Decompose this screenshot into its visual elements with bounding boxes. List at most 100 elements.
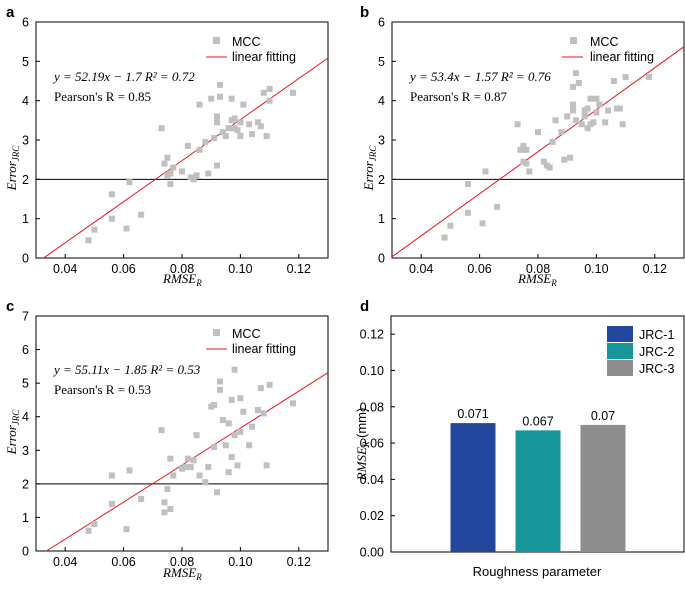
panel-c-ytick-label: 0 bbox=[22, 545, 29, 559]
panel-a-equation: y = 52.19x − 1.7 R² = 0.72 bbox=[52, 69, 195, 84]
panel-c-data-point bbox=[85, 527, 92, 534]
panel-a-data-point bbox=[240, 101, 247, 108]
panel-c-xtick-label: 0.04 bbox=[53, 555, 77, 569]
panel-b-xtick-label: 0.04 bbox=[409, 262, 433, 276]
panel-b-data-point bbox=[587, 95, 594, 102]
panel-c-data-point bbox=[266, 381, 273, 388]
panel-b-data-point bbox=[447, 222, 454, 229]
panel-a-data-point bbox=[91, 226, 98, 233]
panel-b-data-point bbox=[593, 109, 600, 116]
panel-a-fit-line bbox=[43, 57, 329, 259]
panel-a-data-point bbox=[214, 162, 221, 169]
panel-b-data-point bbox=[526, 168, 533, 175]
panel-a-data-point bbox=[205, 170, 212, 177]
panel-b-ylabel-sub: JRC bbox=[368, 145, 378, 161]
panel-b-data-point bbox=[517, 146, 524, 153]
panel-a-data-point bbox=[161, 160, 168, 167]
panel-b-data-point bbox=[584, 125, 591, 132]
panel-a-data-point bbox=[184, 142, 191, 149]
panel-a-data-point bbox=[231, 115, 238, 122]
panel-b-data-point bbox=[616, 105, 623, 112]
panel-c-ylabel-sub: JRC bbox=[11, 409, 21, 425]
panel-c-data-point bbox=[219, 417, 226, 424]
panel-c-data-point bbox=[211, 443, 218, 450]
panel-a-data-point bbox=[202, 138, 209, 145]
panel-c-data-point bbox=[237, 395, 244, 402]
panel-c-xlabel-main: RMSE bbox=[162, 565, 196, 580]
panel-c-legend-marker bbox=[213, 329, 220, 336]
panel-b-ytick-label: 0 bbox=[378, 252, 385, 266]
panel-d-bar-value-label: 0.071 bbox=[457, 407, 488, 421]
panel-b-data-point bbox=[464, 209, 471, 216]
panel-a-ylabel-main: Error bbox=[4, 160, 19, 191]
panel-c-data-point bbox=[237, 428, 244, 435]
panel-a-xtick-label: 0.04 bbox=[53, 262, 77, 276]
panel-c-data-point bbox=[167, 455, 174, 462]
panel-a-pearson: Pearson's R = 0.85 bbox=[54, 89, 151, 104]
panel-c-data-point bbox=[138, 495, 145, 502]
panel-b-data-point bbox=[561, 156, 568, 163]
panel-c-data-point bbox=[161, 509, 168, 516]
panel-b-data-point bbox=[540, 158, 547, 165]
panel-c-data-point bbox=[196, 472, 203, 479]
panel-b-data-point bbox=[549, 138, 556, 145]
panel-c-data-point bbox=[181, 464, 188, 471]
panel-d-ytick-label: 0.08 bbox=[360, 400, 384, 414]
panel-b-pearson: Pearson's R = 0.87 bbox=[410, 89, 508, 104]
panel-b-data-point bbox=[572, 117, 579, 124]
panel-c-legend-fit: linear fitting bbox=[232, 342, 296, 356]
panel-b-data-point bbox=[535, 129, 541, 136]
panel-a-data-point bbox=[123, 225, 130, 232]
panel-c-data-point bbox=[167, 506, 174, 513]
panel-b-data-point bbox=[602, 119, 609, 126]
panel-b-data-point bbox=[622, 74, 629, 81]
panel-a-ytick-label: 4 bbox=[22, 94, 29, 108]
panel-a-xlabel: RMSER bbox=[162, 271, 202, 288]
panel-a-data-point bbox=[216, 81, 223, 88]
panel-b-ytick-label: 1 bbox=[378, 212, 385, 226]
panel-b-data-point bbox=[590, 119, 597, 126]
panel-c-xlabel-sub: R bbox=[195, 572, 202, 582]
panel-b-data-point bbox=[570, 107, 577, 114]
panel-b-data-point bbox=[546, 164, 553, 171]
panel-c-ytick-label: 6 bbox=[22, 343, 29, 357]
panel-a-ytick-label: 2 bbox=[22, 173, 29, 187]
panel-c-data-point bbox=[91, 521, 98, 528]
panel-a-data-point bbox=[138, 211, 145, 218]
panel-b-data-point bbox=[552, 117, 559, 124]
panel-c-data-point bbox=[187, 464, 194, 471]
panel-d-legend: JRC-1 JRC-2 JRC-3 bbox=[607, 326, 674, 376]
panel-b-data-point bbox=[520, 142, 527, 149]
panel-d-legend-label-3: JRC-3 bbox=[639, 362, 674, 376]
panel-c-data-point bbox=[216, 386, 223, 393]
panel-b-ytick-label: 6 bbox=[378, 16, 385, 30]
panel-a-xtick-label: 0.06 bbox=[111, 262, 135, 276]
panel-a-data-point bbox=[260, 89, 267, 96]
panel-b-equation: y = 53.4x − 1.57 R² = 0.76 bbox=[408, 69, 551, 84]
panel-c-data-point bbox=[225, 420, 232, 427]
panel-b-xlabel-main: RMSE bbox=[517, 271, 551, 286]
panel-b-data-point bbox=[619, 121, 626, 128]
panel-b-legend-marker bbox=[570, 37, 577, 44]
panel-b-data-point bbox=[479, 220, 486, 227]
panel-c-legend: MCC linear fitting bbox=[206, 327, 296, 356]
panel-c-data-point bbox=[184, 455, 191, 462]
panel-a-xtick-label: 0.10 bbox=[228, 262, 252, 276]
panel-d-ytick-label: 0.10 bbox=[360, 364, 384, 378]
panel-c: c 0.04 0.06 0.08 0.10 0.12 0 1 2 3 4 5 6 7 MCC linea… bbox=[4, 298, 329, 582]
panel-d-legend-swatch-3 bbox=[607, 360, 633, 376]
panel-a-xlabel-sub: R bbox=[195, 278, 202, 288]
panel-b-data-point bbox=[514, 121, 521, 128]
panel-b: b 0.04 0.06 0.08 0.10 0.12 0 1 2 3 4 5 6 MCC linear… bbox=[360, 4, 685, 288]
panel-c-ytick-label: 5 bbox=[22, 377, 29, 391]
panel-c-data-point bbox=[240, 408, 247, 415]
panel-d-ytick-label: 0.00 bbox=[360, 546, 384, 560]
panel-c-marks: 0.04 0.06 0.08 0.10 0.12 0 1 2 3 4 5 6 7 bbox=[22, 310, 329, 569]
panel-c-xtick-label: 0.10 bbox=[228, 555, 252, 569]
panel-c-data-point bbox=[193, 432, 200, 439]
panel-a-data-point bbox=[214, 113, 221, 120]
panel-d-bar-value-label: 0.07 bbox=[591, 409, 615, 423]
panel-c-data-point bbox=[108, 501, 115, 507]
panel-b-ytick-label: 3 bbox=[378, 134, 385, 148]
panel-a-data-point bbox=[216, 93, 223, 100]
